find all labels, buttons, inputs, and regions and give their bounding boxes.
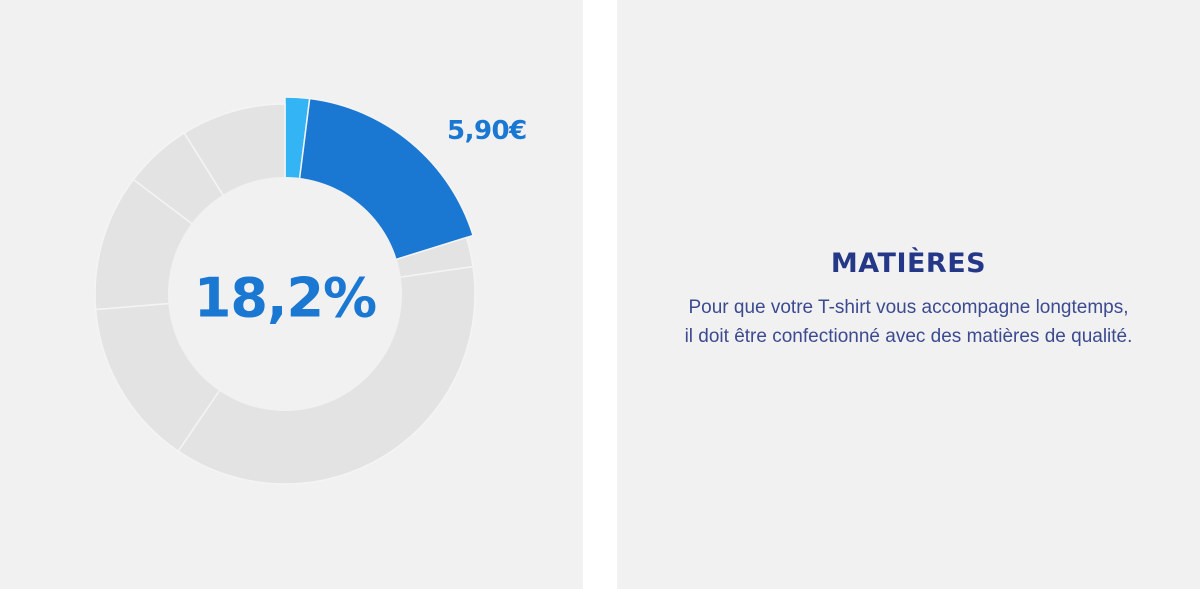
info-line-1: Pour que votre T-shirt vous accompagne l…: [688, 297, 1129, 318]
info-block: MATIÈRES Pour que votre T-shirt vous acc…: [617, 248, 1200, 351]
center-percentage: 18,2%: [193, 266, 377, 330]
donut-hole: [168, 177, 402, 411]
info-description: Pour que votre T-shirt vous accompagne l…: [617, 293, 1200, 351]
price-label: 5,90€: [447, 116, 527, 146]
info-panel: MATIÈRES Pour que votre T-shirt vous acc…: [617, 0, 1200, 589]
donut-chart: [94, 96, 476, 485]
info-title: MATIÈRES: [830, 248, 987, 279]
info-line-2: il doit être confectionné avec des matiè…: [684, 326, 1133, 347]
donut-slices: [94, 96, 476, 485]
chart-panel: 5,90€ 18,2%: [0, 0, 583, 589]
